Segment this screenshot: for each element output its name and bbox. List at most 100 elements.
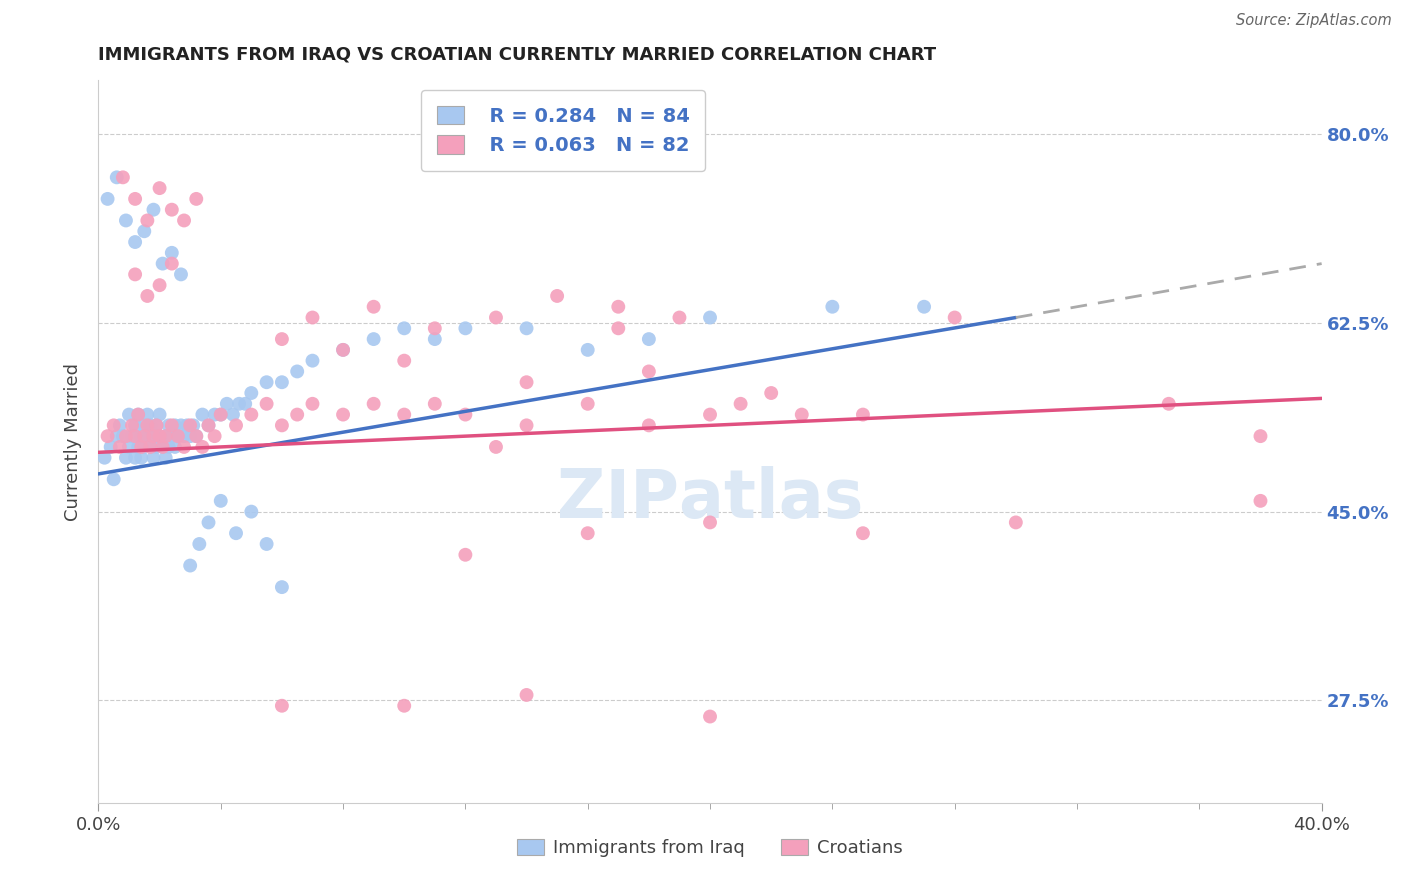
Point [790,408,813,422]
Point [759,386,782,401]
Point [209,408,232,422]
Point [204,408,226,422]
Point [332,408,354,422]
Point [285,364,308,378]
Point [136,289,159,303]
Point [173,213,195,227]
Point [93,450,115,465]
Point [256,397,278,411]
Point [485,310,508,325]
Point [149,408,172,422]
Point [270,332,292,346]
Point [105,429,128,443]
Point [134,224,156,238]
Point [1249,493,1271,508]
Point [270,376,292,390]
Point [215,397,238,411]
Point [118,408,141,422]
Point [145,418,167,433]
Point [240,505,263,519]
Point [111,429,134,443]
Point [155,429,177,443]
Point [191,440,214,454]
Point [204,429,226,443]
Point [363,300,385,314]
Point [546,289,568,303]
Point [160,202,183,217]
Point [852,408,875,422]
Point [129,429,152,443]
Point [607,321,630,335]
Point [240,386,263,401]
Point [730,397,752,411]
Text: IMMIGRANTS FROM IRAQ VS CROATIAN CURRENTLY MARRIED CORRELATION CHART: IMMIGRANTS FROM IRAQ VS CROATIAN CURRENT… [98,45,936,63]
Point [170,268,193,282]
Point [149,429,172,443]
Point [576,526,599,541]
Point [160,418,183,433]
Point [155,450,177,465]
Point [270,580,292,594]
Point [301,353,323,368]
Point [173,429,195,443]
Point [423,321,446,335]
Point [179,429,201,443]
Point [301,310,323,325]
Point [699,516,721,530]
Point [197,418,219,433]
Point [103,418,125,433]
Point [142,450,165,465]
Point [157,440,180,454]
Point [142,429,165,443]
Point [152,440,174,454]
Point [124,268,146,282]
Point [134,429,156,443]
Point [97,192,120,206]
Point [176,418,198,433]
Point [454,321,477,335]
Point [129,450,152,465]
Point [485,440,508,454]
Point [139,440,162,454]
Point [270,698,292,713]
Point [121,418,143,433]
Point [943,310,966,325]
Point [912,300,935,314]
Point [256,376,278,390]
Point [179,418,201,433]
Point [124,429,146,443]
Point [127,440,149,454]
Point [423,332,446,346]
Point [392,353,416,368]
Point [103,472,125,486]
Point [124,192,146,206]
Point [160,245,183,260]
Point [139,440,162,454]
Point [142,202,165,217]
Point [145,418,167,433]
Point [454,548,477,562]
Point [209,493,232,508]
Point [1157,397,1180,411]
Point [139,418,162,433]
Point [152,440,174,454]
Point [115,450,138,465]
Point [228,397,250,411]
Point [186,192,208,206]
Point [516,376,538,390]
Point [668,310,690,325]
Point [124,235,146,249]
Point [699,709,721,723]
Point [136,213,159,227]
Point [637,364,661,378]
Point [160,257,183,271]
Point [97,429,120,443]
Point [134,418,156,433]
Point [225,418,247,433]
Y-axis label: Currently Married: Currently Married [65,362,83,521]
Point [149,181,172,195]
Point [363,397,385,411]
Point [149,429,172,443]
Point [127,408,149,422]
Text: Source: ZipAtlas.com: Source: ZipAtlas.com [1236,13,1392,29]
